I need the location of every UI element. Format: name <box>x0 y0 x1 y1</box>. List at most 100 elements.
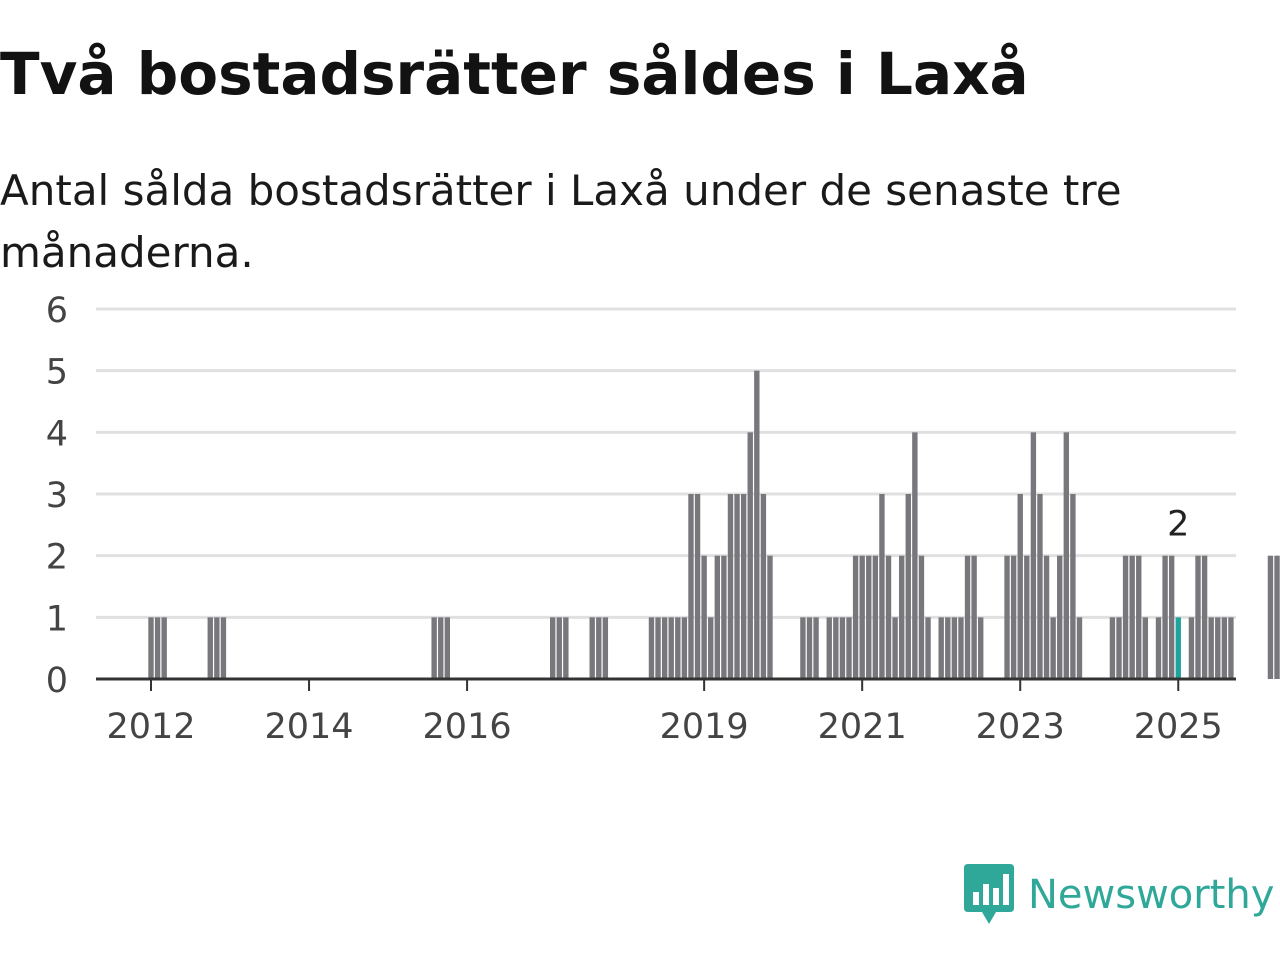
bar <box>918 555 925 679</box>
bar <box>833 617 839 679</box>
bar <box>556 617 562 679</box>
bar <box>1162 555 1168 679</box>
bar <box>1168 555 1175 679</box>
bar <box>721 555 727 679</box>
newsworthy-logo: Newsworthy <box>964 862 1274 928</box>
bar <box>431 617 437 679</box>
bar <box>1195 555 1201 679</box>
x-tick-label: 2019 <box>660 707 749 747</box>
bar <box>938 617 944 679</box>
x-tick-label: 2025 <box>1134 707 1223 747</box>
bar <box>701 555 707 679</box>
bar <box>727 494 734 679</box>
bar <box>740 494 747 679</box>
y-tick-label: 5 <box>46 353 68 393</box>
y-tick-label: 4 <box>46 414 68 454</box>
bar <box>444 617 451 679</box>
bar <box>846 617 852 679</box>
bar <box>1122 555 1129 679</box>
bar <box>220 617 227 679</box>
bar <box>971 555 977 679</box>
x-tick-label: 2023 <box>976 707 1065 747</box>
bar <box>207 617 213 679</box>
bar <box>1188 617 1195 679</box>
bar <box>668 617 674 679</box>
bar <box>161 617 167 679</box>
bar <box>925 617 931 679</box>
bar <box>1201 555 1208 679</box>
bar <box>708 617 714 679</box>
x-axis-ticks: 2012 2014 2016 2019 2021 2023 2025 <box>106 679 1223 747</box>
bar <box>214 617 220 679</box>
bar <box>806 617 813 679</box>
bar <box>813 617 819 679</box>
bar <box>1142 617 1149 679</box>
bar <box>1155 617 1162 679</box>
bar <box>1037 494 1043 679</box>
bar <box>1004 555 1010 679</box>
y-tick-label: 3 <box>46 476 68 516</box>
chart-title: Två bostadsrätter såldes i Laxå <box>0 40 1029 108</box>
bar <box>1274 555 1280 679</box>
bar <box>734 494 740 679</box>
bar <box>681 617 688 679</box>
bar <box>892 617 898 679</box>
y-tick-label: 2 <box>46 538 68 578</box>
x-tick-label: 2012 <box>106 707 195 747</box>
bars <box>148 370 1280 679</box>
bar <box>1057 555 1063 679</box>
bar <box>859 555 865 679</box>
bar <box>714 555 720 679</box>
bar <box>760 494 767 679</box>
bar <box>1116 617 1122 679</box>
bar <box>1017 494 1023 679</box>
bar <box>1267 555 1274 679</box>
bar <box>675 617 681 679</box>
bar <box>1050 617 1056 679</box>
y-tick-label: 1 <box>46 599 68 639</box>
bar <box>866 555 872 679</box>
x-tick-label: 2021 <box>818 707 907 747</box>
bar <box>767 555 773 679</box>
bar <box>694 494 701 679</box>
bar <box>1043 555 1050 679</box>
chart-speech-bubble-icon <box>964 864 1014 924</box>
chart-subtitle: Antal sålda bostadsrätter i Laxå under d… <box>0 166 1122 277</box>
bar <box>1136 555 1142 679</box>
bar <box>1076 617 1083 679</box>
bar <box>661 617 668 679</box>
bar <box>912 432 918 679</box>
bar <box>1215 617 1221 679</box>
bar <box>1030 432 1037 679</box>
bar <box>1010 555 1017 679</box>
x-tick-label: 2014 <box>265 707 354 747</box>
bar <box>1024 555 1030 679</box>
bar <box>1208 617 1214 679</box>
bar <box>438 617 444 679</box>
bar <box>1228 617 1234 679</box>
bar <box>688 494 694 679</box>
bar <box>958 617 964 679</box>
bar <box>1221 617 1228 679</box>
x-tick-label: 2016 <box>423 707 512 747</box>
bar <box>1129 555 1135 679</box>
bar <box>978 617 984 679</box>
bar <box>872 555 879 679</box>
bar <box>945 617 951 679</box>
bar <box>1063 432 1069 679</box>
bar <box>885 555 892 679</box>
bar <box>563 617 569 679</box>
bar <box>148 617 154 679</box>
bar <box>648 617 655 679</box>
bar <box>754 370 760 679</box>
bar <box>549 617 556 679</box>
bar <box>589 617 595 679</box>
brand-name: Newsworthy <box>1028 872 1275 918</box>
bar <box>747 432 753 679</box>
bar <box>964 555 971 679</box>
bar <box>1109 617 1116 679</box>
bar <box>899 555 905 679</box>
y-axis-tick-labels: 0 1 2 3 4 5 6 <box>46 291 68 701</box>
bar <box>826 617 832 679</box>
